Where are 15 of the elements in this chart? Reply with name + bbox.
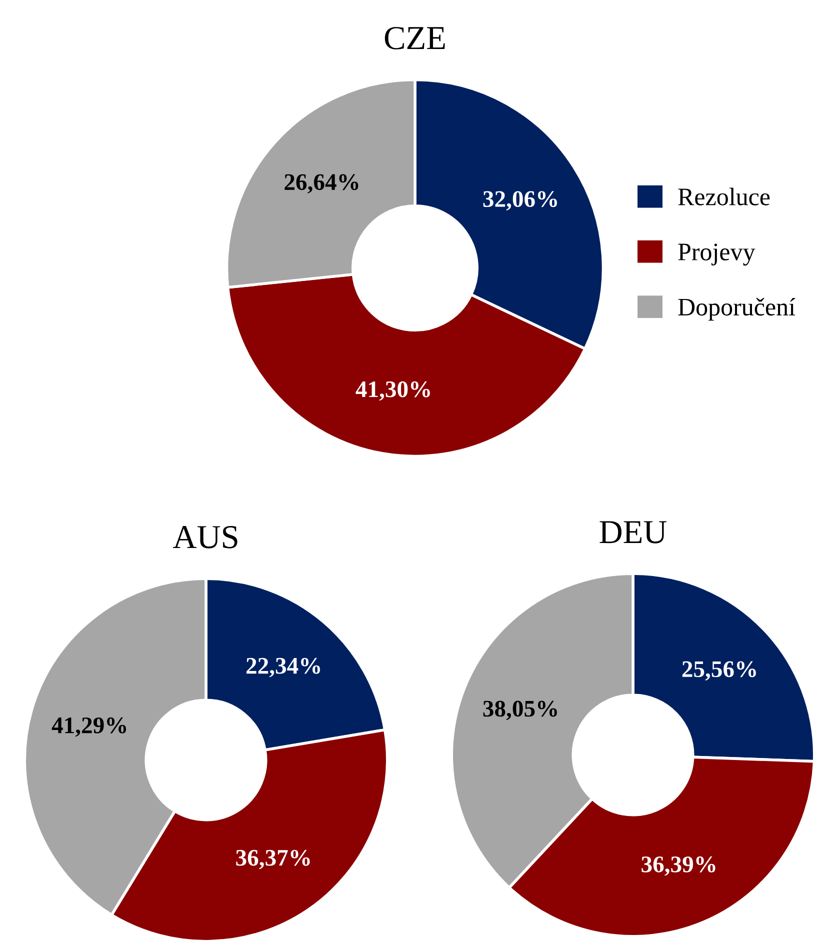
chart-title: AUS [172,526,238,548]
data-label: 26,64% [284,174,358,194]
data-label: 22,34% [246,658,320,678]
data-label: 41,29% [52,717,126,737]
data-label: 25,56% [682,661,756,681]
legend-label: Rezoluce [678,188,770,206]
data-label: 32,06% [483,191,557,210]
chart-title: CZE [384,26,445,50]
legend-label: Doporučení [678,298,796,321]
data-label: 36,39% [642,856,716,876]
data-label: 41,30% [356,381,430,401]
data-label: 38,05% [483,700,557,720]
chart-title: DEU [600,521,667,544]
legend-label: Projevy [678,244,756,266]
data-label: 36,37% [236,850,310,870]
